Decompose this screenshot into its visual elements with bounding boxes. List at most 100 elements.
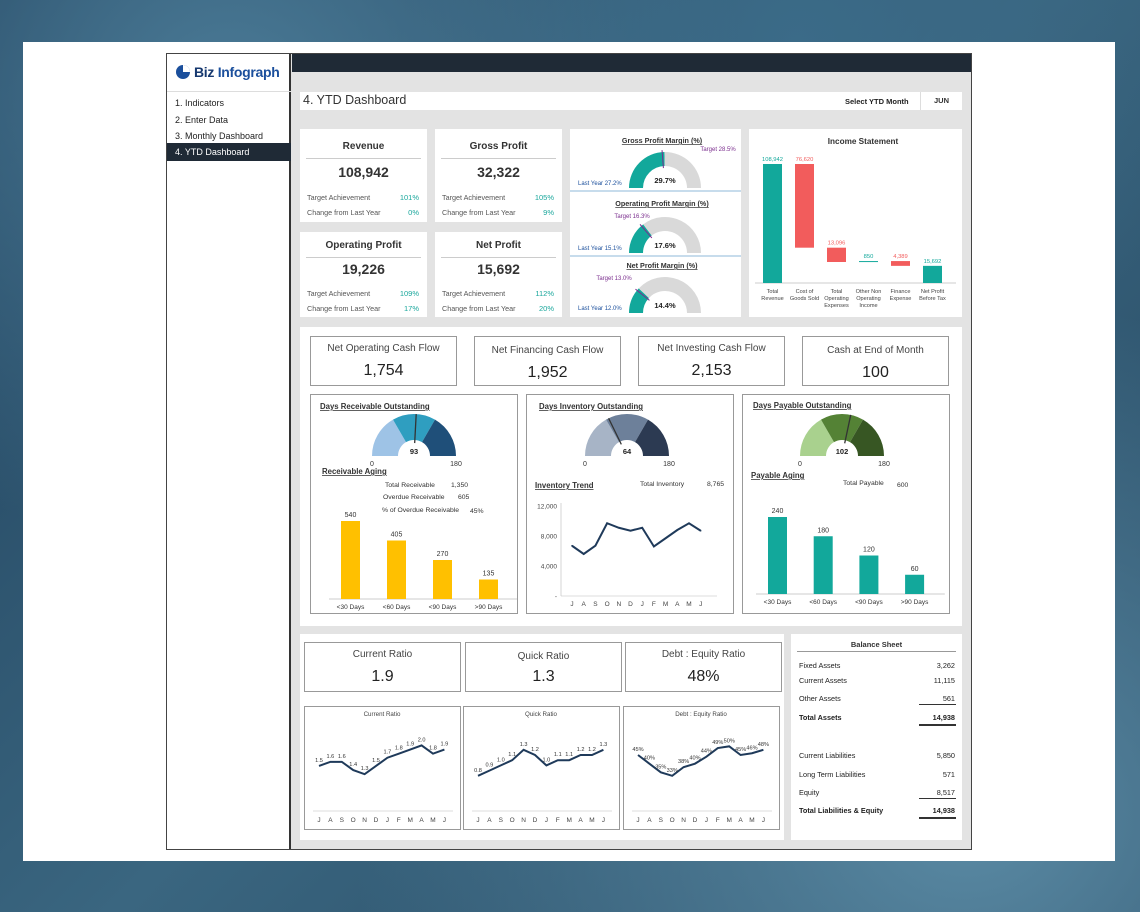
data-point: [618, 526, 620, 529]
point-data-label: 1.3: [520, 742, 528, 748]
ratio-trend-line: [637, 745, 764, 777]
sidebar: Biz Infograph 1. Indicators 2. Enter Dat…: [167, 54, 291, 849]
x-tick-label: O: [510, 817, 515, 824]
gauge-value: 102: [836, 447, 849, 456]
card-value: 100: [862, 364, 889, 381]
kpi-target-value: 112%: [535, 289, 554, 298]
kpi-card-net-profit: Net Profit 15,692 Target Achievement 112…: [435, 232, 562, 317]
kpi-change-label: Change from Last Year: [307, 304, 381, 313]
data-point: [571, 544, 573, 547]
x-tick-label: Total: [831, 289, 843, 295]
waterfall-bar: [795, 164, 814, 248]
cash-flow-section: Net Operating Cash Flow 1,754 Net Financ…: [300, 327, 962, 626]
divider: [797, 651, 956, 652]
bar-data-label: 180: [817, 527, 829, 534]
quick-ratio-chart-card: Quick Ratio 0.8 0.9 1.0 1.1 1.3 1.2 1.0 1.1 1.1 1.…: [463, 706, 620, 830]
kpi-title: Gross Profit: [469, 141, 528, 152]
card-value: 48%: [687, 668, 720, 685]
gauge-band: [585, 419, 619, 456]
aging-bar: [768, 517, 787, 594]
kpi-change-value: 17%: [403, 304, 419, 313]
point-data-label: 49%: [712, 740, 723, 746]
inventory-trend-line: [571, 521, 702, 556]
section-title: Payable Aging: [751, 471, 805, 480]
gauge-band: [635, 419, 669, 456]
stat-label: Total Inventory: [640, 481, 685, 488]
margin-gauge-fill: [629, 152, 665, 188]
balance-sheet-panel: Balance Sheet Fixed Assets 3,262 Current A…: [791, 634, 962, 840]
kpi-target-label: Target Achievement: [307, 289, 371, 298]
point-data-label: 44%: [701, 749, 712, 755]
x-tick-label: F: [397, 817, 401, 824]
divider: [441, 257, 556, 258]
point-data-label: 1.0: [543, 757, 551, 763]
card-value: 1.9: [371, 668, 394, 685]
kpi-change-label: Change from Last Year: [442, 304, 516, 313]
row-label: Long Term Liabilities: [799, 770, 866, 779]
nav-item-enter-data[interactable]: 2. Enter Data: [175, 115, 229, 125]
x-tick-label: O: [605, 601, 610, 608]
x-tick-label: D: [533, 817, 538, 824]
aging-bar: [387, 540, 406, 599]
x-tick-label: Operating: [824, 296, 849, 302]
nav-item-indicators[interactable]: 1. Indicators: [175, 98, 225, 108]
ratios-section: Current Ratio 1.9 Quick Ratio 1.3 Debt :…: [300, 634, 784, 840]
row-value: 14,938: [932, 713, 955, 722]
point-data-label: 1.8: [395, 746, 403, 752]
x-tick-label: J: [386, 817, 389, 824]
kpi-title: Operating Profit: [325, 240, 402, 251]
margin-title: Gross Profit Margin (%): [622, 136, 703, 145]
stat-value: 8,765: [707, 481, 724, 488]
x-tick-label: J: [762, 817, 765, 824]
aging-bar: [433, 560, 452, 599]
nav-item-monthly-dashboard[interactable]: 3. Monthly Dashboard: [175, 131, 264, 141]
point-data-label: 1.6: [327, 754, 335, 760]
x-tick-label: Total: [767, 289, 779, 295]
gauge-band: [850, 419, 884, 456]
balance-sheet-row: Long Term Liabilities 571: [799, 770, 955, 782]
x-tick-label: O: [670, 817, 675, 824]
gauge-value: 93: [410, 447, 418, 456]
bar-data-label: 108,942: [762, 157, 783, 163]
y-tick-label: 8,000: [541, 534, 558, 541]
gauge-max-label: 180: [878, 461, 890, 468]
kpi-target-label: Target Achievement: [442, 289, 506, 298]
x-tick-label: A: [675, 601, 680, 608]
x-tick-label: Revenue: [761, 296, 783, 302]
gauge-hub: [401, 443, 427, 469]
ratio-trend-line: [477, 748, 604, 777]
select-ytd-month-dropdown[interactable]: JUN: [920, 92, 962, 110]
debt-equity-ratio-card: Debt : Equity Ratio 48%: [625, 642, 782, 692]
gauge-band: [821, 414, 863, 443]
section-title: Inventory Trend: [535, 481, 594, 490]
point-data-label: 45%: [735, 747, 746, 753]
data-point: [629, 529, 632, 532]
margin-target-label: Target 13.0%: [596, 276, 632, 282]
bar-data-label: 76,620: [796, 157, 814, 163]
bar-data-label: 405: [391, 532, 403, 539]
balance-sheet-row: Equity 8,517: [799, 788, 955, 800]
section-title: Days Inventory Outstanding: [539, 402, 643, 411]
margin-gauge-remainder: [643, 217, 701, 253]
payable-panel: Days Payable Outstanding 102 0 180 Payable A…: [742, 394, 950, 614]
bar-data-label: 120: [863, 547, 875, 554]
card-title: Net Financing Cash Flow: [491, 345, 604, 356]
bar-data-label: 15,692: [924, 259, 942, 265]
section-title: Days Receivable Outstanding: [320, 402, 430, 411]
card-value: 1.3: [532, 668, 555, 685]
margin-gauge-fill: [629, 288, 649, 313]
y-tick-label: -: [555, 594, 557, 601]
margin-target-label: Target 16.3%: [614, 214, 650, 220]
margin-gauge-remainder: [638, 277, 701, 313]
row-label: Current Liabilities: [799, 751, 856, 760]
stat-label: Total Payable: [843, 480, 884, 487]
x-tick-label: M: [749, 817, 754, 824]
x-tick-label: A: [738, 817, 743, 824]
data-point: [594, 544, 597, 547]
margin-last-year-label: Last Year 27.2%: [578, 181, 622, 187]
income-statement-chart: Income Statement108,942TotalRevenue76,62…: [755, 137, 956, 309]
gauge-hub: [829, 443, 855, 469]
x-tick-label: N: [362, 817, 367, 824]
x-tick-label: J: [476, 817, 479, 824]
nav-item-ytd-dashboard[interactable]: 4. YTD Dashboard: [167, 143, 291, 161]
